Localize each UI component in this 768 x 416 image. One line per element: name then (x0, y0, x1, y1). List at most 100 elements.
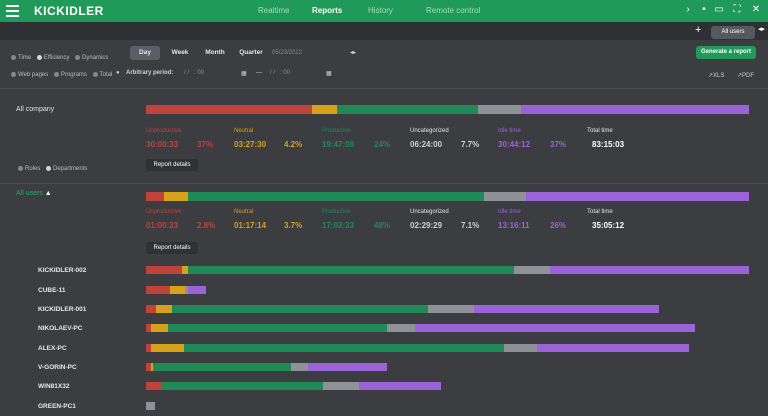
unproductive-segment (146, 324, 152, 332)
source-programs[interactable]: Programs (53, 72, 87, 78)
radio-icon (36, 55, 42, 60)
stat-percent: 4.2% (284, 140, 303, 149)
stat-percent: 37% (197, 140, 214, 149)
unproductive-segment (146, 192, 165, 201)
nav-history[interactable]: History (368, 6, 393, 15)
user-selector[interactable]: All users (711, 26, 755, 39)
divider (0, 88, 768, 89)
close-icon[interactable]: ✕ (751, 4, 761, 15)
uncategorized-segment (146, 402, 156, 410)
all-users-toggle[interactable]: All users ▲ (16, 190, 52, 197)
idle-segment (525, 192, 749, 201)
stat-value: 06:24:00 (410, 140, 443, 149)
unproductive-segment (146, 266, 183, 274)
productive-segment (336, 105, 479, 114)
productive-segment (153, 363, 291, 371)
idle-segment (474, 305, 659, 313)
stat-value: 01:17:14 (234, 221, 267, 230)
neutral-segment (182, 266, 189, 274)
sub-bar (0, 22, 768, 40)
computer-name[interactable]: NIKOLAEV-PC (38, 325, 83, 332)
stat-percent: 7.7% (461, 140, 480, 149)
users-report-details-button[interactable]: Report details (146, 242, 198, 254)
top-bar: KICKIDLER Realtime Reports History Remot… (0, 0, 768, 22)
company-report-details-button[interactable]: Report details (146, 159, 198, 171)
period-date-input[interactable]: 05/23/2022 (272, 50, 303, 56)
computer-name[interactable]: V-GORIN-PC (38, 364, 77, 371)
stat-value: 19:47:08 (322, 140, 355, 149)
view-mode-efficiency[interactable]: Efficiency (36, 55, 69, 61)
expand-arrows-icon[interactable]: ◂▸ (758, 26, 766, 33)
period-day-button[interactable]: Day (130, 46, 160, 60)
stat-value: 02:29:29 (410, 221, 443, 230)
idle-segment (188, 286, 207, 294)
computer-name[interactable]: KICKIDLER-002 (38, 267, 87, 274)
fullscreen-icon[interactable]: ⛶ (733, 4, 741, 15)
computer-activity-bar (146, 382, 442, 390)
calendar-icon[interactable]: ▦ (326, 71, 332, 77)
screen-icon[interactable]: ▭ (714, 4, 724, 15)
computer-name[interactable]: WIN81X32 (38, 383, 70, 390)
uncategorized-segment (387, 324, 415, 332)
unproductive-segment (146, 105, 313, 114)
stat-label: Total time (587, 209, 613, 215)
radio-icon (11, 55, 16, 60)
stat-value: 03:27:30 (234, 140, 267, 149)
stat-value: 30:44:12 (498, 140, 531, 149)
uncategorized-segment (513, 266, 550, 274)
calendar-radio-icon[interactable]: ● (116, 70, 120, 76)
computer-name[interactable]: GREEN-PC1 (38, 403, 76, 410)
uncategorized-segment (504, 344, 537, 352)
arbitrary-end-input[interactable]: / / : 00 (270, 70, 291, 76)
radio-icon (46, 166, 52, 171)
stat-value: 01:00:33 (146, 221, 179, 230)
source-total[interactable]: Total (92, 72, 112, 78)
stat-percent: 26% (550, 221, 567, 230)
arbitrary-start-input[interactable]: / / : 00 (184, 70, 205, 76)
stat-label: Uncategorized (410, 209, 449, 215)
checkbox-icon (92, 72, 98, 77)
add-icon[interactable]: + (695, 24, 702, 36)
nav-remote-control[interactable]: Remote control (426, 6, 481, 15)
group-by-roles[interactable]: Roles (18, 166, 40, 172)
period-month-button[interactable]: Month (205, 49, 225, 56)
computer-activity-bar (146, 363, 388, 371)
chevron-right-icon[interactable]: › (686, 4, 690, 15)
period-week-button[interactable]: Week (171, 49, 189, 56)
stat-value: 17:03:33 (322, 221, 355, 230)
stat-value: 35:05:12 (592, 221, 625, 230)
circle-icon[interactable]: • (702, 4, 706, 15)
period-quarter-button[interactable]: Quarter (239, 49, 263, 56)
checkbox-icon (53, 72, 59, 77)
nav-realtime[interactable]: Realtime (258, 6, 290, 15)
radio-icon (18, 166, 23, 171)
computer-name[interactable]: ALEX-PC (38, 345, 67, 352)
checkbox-icon (11, 72, 16, 77)
group-by-departments[interactable]: Departments (46, 166, 87, 172)
view-mode-dynamics[interactable]: Dynamics (75, 55, 108, 61)
stat-percent: 48% (374, 221, 391, 230)
export-xls-link[interactable]: ↗XLS (708, 73, 725, 79)
productive-segment (188, 266, 514, 274)
computer-name[interactable]: KICKIDLER-001 (38, 306, 87, 313)
generate-report-button[interactable]: Generate a report (696, 46, 756, 59)
view-mode-time[interactable]: Time (11, 55, 31, 61)
calendar-icon[interactable]: ▦ (241, 71, 247, 77)
uncategorized-segment (290, 363, 308, 371)
stat-label: Idle time (498, 209, 521, 215)
stat-label: Neutral (234, 128, 254, 134)
stat-value: 83:15:03 (592, 140, 625, 149)
stat-percent: 37% (550, 140, 567, 149)
menu-icon[interactable] (6, 5, 19, 17)
export-pdf-link[interactable]: ↗PDF (737, 73, 755, 79)
unproductive-segment (146, 382, 161, 390)
computer-activity-bar (146, 305, 659, 313)
neutral-segment (164, 192, 189, 201)
stat-label: Neutral (234, 209, 254, 215)
radio-icon (75, 55, 81, 60)
nav-reports[interactable]: Reports (312, 6, 343, 15)
computer-activity-bar (146, 344, 689, 352)
period-arrows-icon[interactable]: ◂▸ (350, 50, 357, 56)
computer-name[interactable]: CUBE-11 (38, 287, 66, 294)
source-web-pages[interactable]: Web pages (11, 72, 48, 78)
